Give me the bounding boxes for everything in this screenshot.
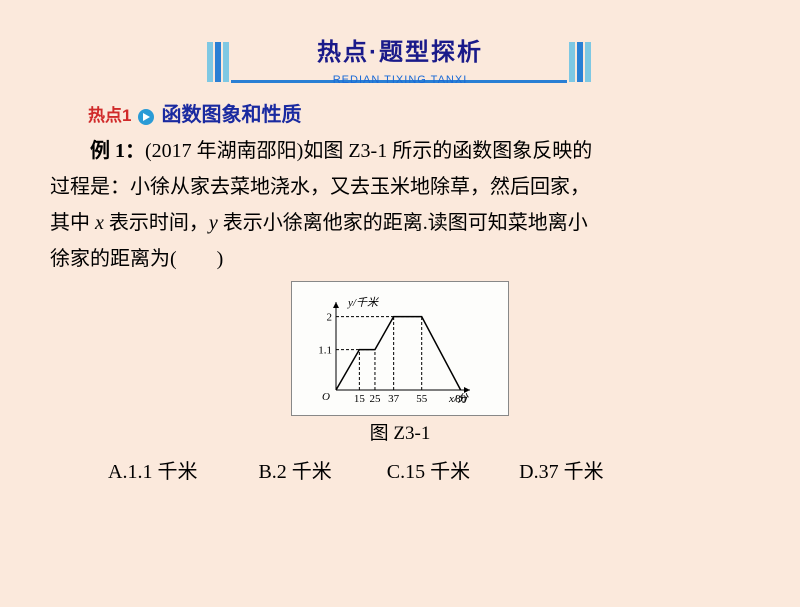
var-x: x	[95, 212, 104, 234]
option-c: C.15 千米	[387, 455, 470, 484]
line3c: 表示小徐离他家的距离.读图可知菜地离小	[218, 212, 588, 234]
chart-container: y/千米x/分O1.121525375580	[291, 281, 509, 416]
function-chart: y/千米x/分O1.121525375580	[300, 288, 500, 408]
option-d: D.37 千米	[519, 455, 603, 484]
var-y: y	[209, 212, 218, 234]
arrow-right-icon	[137, 108, 155, 126]
svg-text:80: 80	[455, 393, 467, 405]
problem-text: 例 1：(2017 年湖南邵阳)如图 Z3-1 所示的函数图象反映的 过程是：小…	[50, 133, 750, 277]
banner-main-text: 热点·题型探析	[317, 39, 483, 66]
svg-text:1.1: 1.1	[318, 345, 332, 357]
option-a: A.1.1 千米	[108, 455, 197, 484]
svg-text:25: 25	[369, 393, 381, 405]
hotspot-title: 函数图象和性质	[161, 104, 301, 126]
line2: 过程是：小徐从家去菜地浇水，又去玉米地除草，然后回家，	[50, 169, 750, 205]
option-b: B.2 千米	[258, 455, 331, 484]
svg-text:15: 15	[354, 393, 366, 405]
hotspot-header: 热点1 函数图象和性质	[88, 98, 750, 127]
line4: 徐家的距离为( )	[50, 241, 750, 277]
line3b: 表示时间，	[104, 212, 209, 234]
svg-text:O: O	[322, 391, 330, 403]
banner-sub-text: REDIAN TIXING TANXI	[205, 67, 595, 93]
hotspot-tag: 热点1	[88, 101, 131, 126]
answer-options: A.1.1 千米 B.2 千米 C.15 千米 D.37 千米	[50, 455, 750, 484]
example-label: 例 1：	[90, 140, 145, 162]
title-banner: 热点·题型探析 REDIAN TIXING TANXI	[205, 40, 595, 84]
line3a: 其中	[50, 212, 95, 234]
svg-text:2: 2	[327, 312, 333, 324]
source-text: (2017 年湖南邵阳)	[145, 140, 303, 162]
svg-text:55: 55	[416, 393, 428, 405]
svg-text:y/千米: y/千米	[347, 296, 379, 309]
line1-rest: 如图 Z3-1 所示的函数图象反映的	[303, 140, 592, 162]
svg-text:37: 37	[388, 393, 400, 405]
chart-caption: 图 Z3-1	[50, 418, 750, 445]
